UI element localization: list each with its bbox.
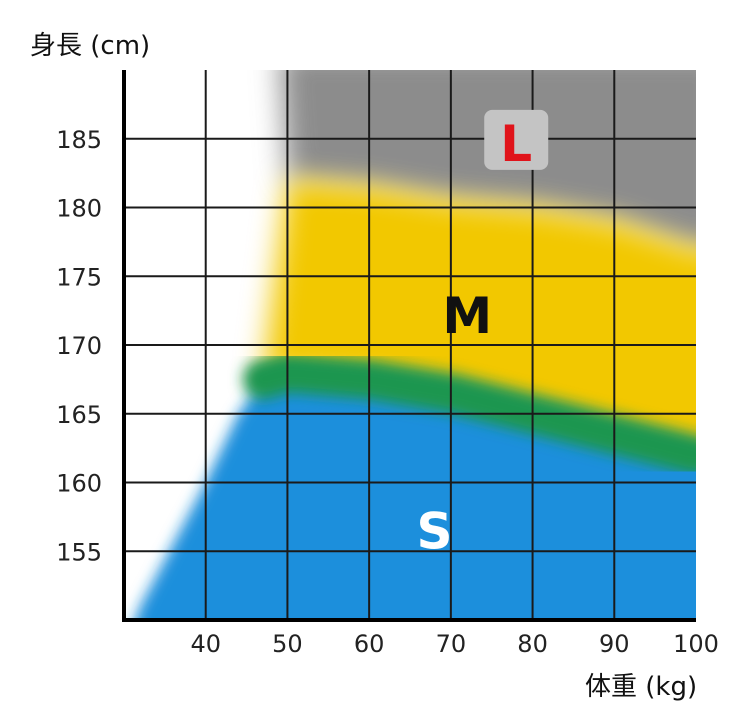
y-tick-label: 155: [56, 538, 102, 566]
zone-label-m: M: [442, 287, 492, 345]
grid-lines: [124, 70, 696, 620]
x-tick-label: 50: [272, 630, 303, 658]
y-tick-label: 175: [56, 263, 102, 291]
x-tick-label: 60: [354, 630, 385, 658]
axes: [122, 70, 696, 622]
y-tick-label: 170: [56, 332, 102, 360]
y-tick-label: 165: [56, 401, 102, 429]
zone-labels: S M L: [417, 109, 549, 561]
x-tick-label: 70: [436, 630, 467, 658]
x-tick-label: 40: [190, 630, 221, 658]
zone-m-area: [262, 180, 696, 455]
zone-label-s: S: [417, 503, 453, 561]
zone-label-l: L: [500, 115, 532, 173]
y-tick-label: 185: [56, 126, 102, 154]
x-tick-label: 100: [673, 630, 719, 658]
x-tick-label: 90: [599, 630, 630, 658]
x-tick-label: 80: [517, 630, 548, 658]
y-tick-label: 180: [56, 195, 102, 223]
x-axis-title: 体重 (kg): [585, 672, 697, 702]
y-axis-title: 身長 (cm): [30, 31, 150, 61]
l-label-background: [484, 109, 549, 170]
tick-labels: 155 160 165 170 175 180 185 40 50 60 70 80 90 100: [56, 126, 719, 658]
y-tick-label: 160: [56, 470, 102, 498]
